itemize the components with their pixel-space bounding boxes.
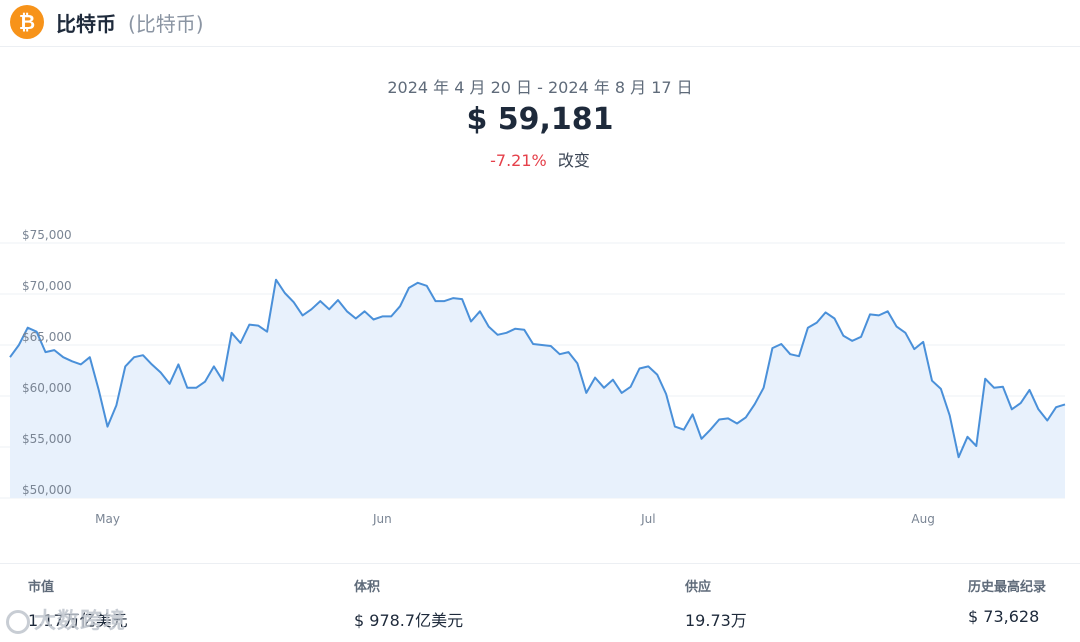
y-tick-label: $60,000 (22, 381, 72, 395)
watermark-text: 大数跨境 (34, 609, 127, 634)
bitcoin-icon: ₿ (10, 5, 44, 39)
stat-supply: 供应 19.73万 (685, 576, 747, 631)
stat-volume: 体积 $ 978.7亿美元 (354, 576, 463, 631)
y-tick-label: $50,000 (22, 483, 72, 497)
y-tick-label: $75,000 (22, 228, 72, 242)
watermark-logo-icon (6, 610, 30, 634)
y-tick-label: $55,000 (22, 432, 72, 446)
coin-subtitle: (比特币) (128, 12, 204, 36)
y-axis-labels: $50,000 $55,000 $60,000 $65,000 $70,000 $75,0… (22, 228, 72, 497)
stat-all-time-high: 历史最高纪录 $ 73,628 (968, 576, 1046, 626)
stat-value: $ 73,628 (968, 607, 1040, 626)
coin-name: 比特币 (56, 12, 116, 36)
stat-value: $ 978.7亿美元 (354, 611, 464, 630)
page-header: ₿ 比特币 (比特币) (0, 0, 1080, 47)
change-line: -7.21% 改变 (0, 147, 1080, 171)
price-chart[interactable]: $50,000 $55,000 $60,000 $65,000 $70,000 $75,0… (0, 225, 1080, 535)
y-tick-label: $70,000 (22, 279, 72, 293)
stat-label: 体积 (354, 580, 381, 595)
price-line (9, 278, 1066, 459)
change-percent: -7.21% (490, 151, 547, 170)
stat-value: 1.17万亿美元 (28, 611, 128, 630)
stat-label: 供应 (685, 580, 712, 595)
stat-market-cap: 市值 1.17万亿美元 (28, 576, 128, 631)
price-area-fill (10, 279, 1065, 498)
stat-label: 市值 (28, 580, 55, 595)
date-range: 2024 年 4 月 20 日 - 2024 年 8 月 17 日 (387, 78, 693, 97)
watermark: 大数跨境 (6, 603, 126, 635)
x-tick-label: Jun (372, 512, 392, 526)
price-summary: 2024 年 4 月 20 日 - 2024 年 8 月 17 日 $ 59,1… (0, 74, 1080, 171)
x-tick-label: May (95, 512, 120, 526)
y-tick-label: $65,000 (22, 330, 72, 344)
stats-bar: 市值 1.17万亿美元 体积 $ 978.7亿美元 供应 19.73万 历史最高… (0, 563, 1080, 642)
stat-label: 历史最高纪录 (968, 580, 1047, 595)
change-label: 改变 (557, 151, 590, 170)
x-axis-labels: May Jun Jul Aug (95, 512, 935, 526)
stat-value: 19.73万 (685, 611, 747, 630)
x-tick-label: Aug (911, 512, 934, 526)
current-price: $ 59,181 (466, 102, 614, 137)
x-tick-label: Jul (640, 512, 655, 526)
